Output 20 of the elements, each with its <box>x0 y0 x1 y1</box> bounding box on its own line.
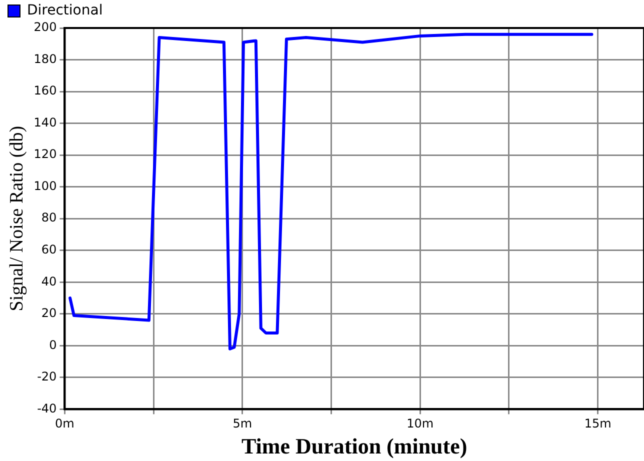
x-tick-label: 10m <box>406 416 434 431</box>
y-tick-label: 20 <box>41 306 57 320</box>
x-axis-title: Time Duration (minute) <box>242 433 468 458</box>
x-tick-label: 15m <box>584 416 612 431</box>
y-axis-title: Signal/ Noise Ratio (db) <box>6 126 28 312</box>
x-tick-label: 0m <box>55 416 74 431</box>
x-tick-label: 5m <box>232 416 252 431</box>
y-tick-label: 80 <box>41 210 57 225</box>
y-tick-label: 200 <box>34 20 57 34</box>
y-tick-label: 180 <box>34 52 57 66</box>
y-tick-label: 120 <box>34 147 57 162</box>
y-tick-label: 60 <box>41 242 57 256</box>
y-tick-label: -40 <box>37 401 57 416</box>
y-tick-label: 100 <box>34 178 57 193</box>
y-tick-label: 0 <box>49 338 57 352</box>
legend-label: Directional <box>27 2 103 19</box>
y-tick-label: 160 <box>34 84 57 98</box>
y-tick-label: 140 <box>34 115 57 130</box>
y-tick-label: 40 <box>41 274 57 288</box>
y-tick-label: -20 <box>37 370 57 384</box>
